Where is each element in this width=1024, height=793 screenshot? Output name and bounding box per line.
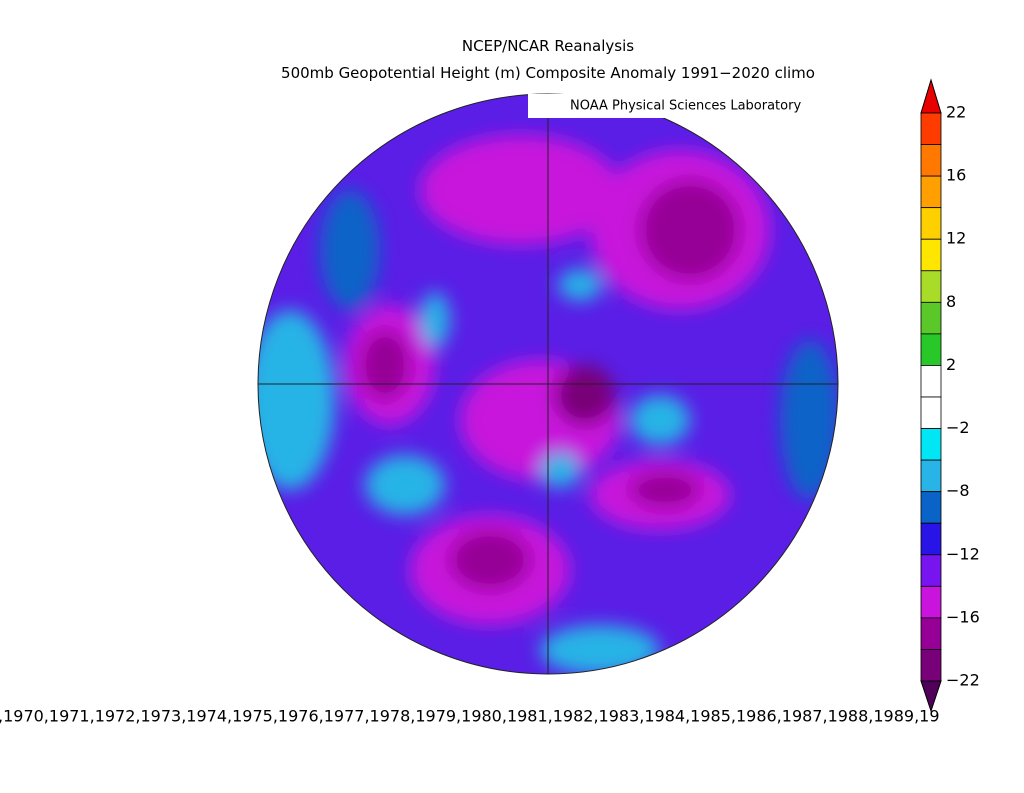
colorbar-band <box>920 333 942 366</box>
map-title: NCEP/NCAR Reanalysis <box>462 37 634 55</box>
colorbar-label: 22 <box>946 103 966 122</box>
colorbar-band <box>920 649 942 682</box>
colorbar-band <box>920 175 942 209</box>
credit-box <box>528 94 834 118</box>
colorbar-label: 8 <box>946 292 956 311</box>
colorbar-band <box>920 554 942 587</box>
colorbar-band <box>920 207 942 240</box>
colorbar-band <box>920 238 942 272</box>
map-field <box>258 94 838 674</box>
colorbar-top <box>920 78 942 114</box>
colorbar-band <box>920 491 942 524</box>
colorbar-label: −16 <box>946 607 980 626</box>
colorbar-band <box>920 144 942 177</box>
colorbar-band <box>920 396 942 429</box>
colorbar-band <box>920 365 942 398</box>
colorbar-bottom <box>920 680 942 713</box>
map-subtitle: 500mb Geopotential Height (m) Composite … <box>281 64 815 82</box>
colorbar: 22 16 12 8 2 −2 −8 −12 −16 −22 <box>920 78 980 713</box>
colorbar-band <box>920 459 942 493</box>
colorbar-label: 12 <box>946 229 966 248</box>
colorbar-label: −2 <box>946 418 970 437</box>
colorbar-label: −12 <box>946 544 980 563</box>
colorbar-label: 16 <box>946 166 966 185</box>
colorbar-label: −8 <box>946 481 970 500</box>
colorbar-band <box>920 617 942 650</box>
colorbar-band <box>920 301 942 335</box>
credit: NOAA Physical Sciences Laboratory <box>570 99 801 114</box>
years-line: ,1970,1971,1972,1973,1974,1975,1976,1977… <box>0 707 940 726</box>
colorbar-label: −22 <box>946 671 980 690</box>
colorbar-band <box>920 112 942 145</box>
colorbar-band <box>920 522 942 556</box>
colorbar-label: 2 <box>946 355 956 374</box>
colorbar-band <box>920 428 942 461</box>
colorbar-band <box>920 585 942 619</box>
colorbar-band <box>920 270 942 303</box>
